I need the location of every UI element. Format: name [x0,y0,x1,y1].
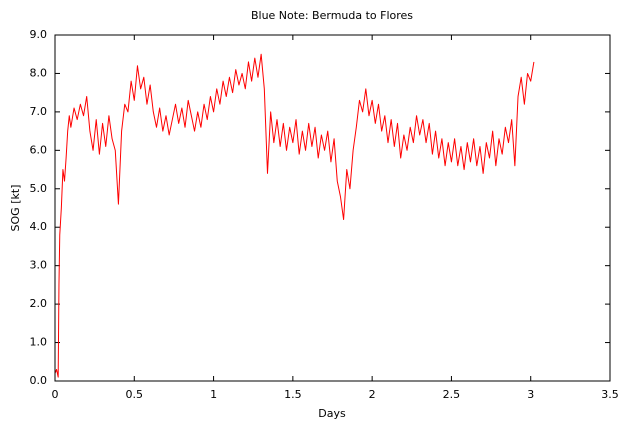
y-tick-label: 0.0 [30,374,48,387]
y-tick-label: 7.0 [30,105,48,118]
x-tick-label: 1 [210,388,217,401]
x-tick-label: 3.5 [601,388,619,401]
x-tick-label: 2.5 [443,388,461,401]
y-tick-label: 5.0 [30,182,48,195]
x-tick-label: 0 [52,388,59,401]
x-tick-label: 2 [369,388,376,401]
y-tick-label: 3.0 [30,259,48,272]
chart-title: Blue Note: Bermuda to Flores [251,9,413,22]
y-tick-label: 9.0 [30,28,48,41]
x-axis-label: Days [318,407,346,420]
y-tick-label: 6.0 [30,143,48,156]
y-tick-label: 4.0 [30,220,48,233]
plot-frame [54,34,611,382]
y-tick-label: 2.0 [30,297,48,310]
y-tick-label: 1.0 [30,336,48,349]
x-tick-label: 3 [527,388,534,401]
x-tick-label: 0.5 [126,388,144,401]
x-tick-label: 1.5 [284,388,302,401]
y-tick-label: 8.0 [30,66,48,79]
data-line [54,53,535,378]
y-axis-label: SOG [kt] [9,185,22,232]
